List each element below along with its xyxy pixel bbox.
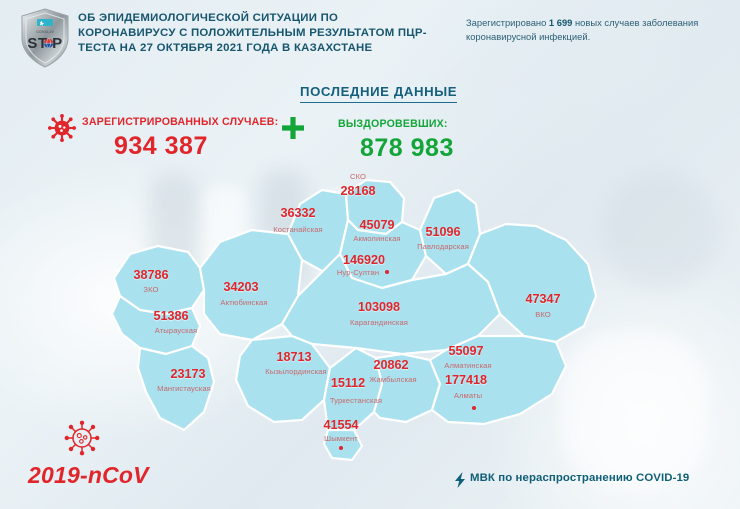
region-value: 20862 — [373, 358, 409, 372]
region-name: СКО — [349, 172, 367, 181]
page-title: ОБ ЭПИДЕМИОЛОГИЧЕСКОЙ СИТУАЦИИ ПО КОРОНА… — [78, 12, 427, 55]
background-blur-shape — [560, 330, 710, 490]
region-value: 146920 — [342, 253, 386, 267]
region-value: 15112 — [330, 376, 366, 390]
new-cases-prefix: Зарегистрировано — [466, 17, 547, 28]
region-name: Алматинская — [444, 361, 492, 370]
registered-cases-value: 934 387 — [114, 131, 208, 160]
region-name: Жамбылская — [369, 375, 417, 384]
city-marker-dot — [339, 446, 343, 450]
new-cases-value: 1 699 — [548, 17, 573, 28]
region-name: Мангистауская — [157, 384, 211, 393]
lightning-bolt-icon — [453, 472, 467, 488]
region-name: Атырауская — [154, 326, 198, 335]
region-value: 103098 — [357, 300, 401, 314]
region-value: 45079 — [359, 218, 395, 232]
mvk-footer-label: МВК по нераспространению COVID-19 — [470, 472, 690, 484]
new-cases-note: Зарегистрировано 1 699 новых случаев заб… — [466, 16, 734, 43]
region-value: 34203 — [223, 280, 259, 294]
background-blur-shape — [600, 170, 720, 290]
svg-text:COVID-19: COVID-19 — [36, 30, 54, 34]
region-name: Павлодарская — [417, 242, 469, 251]
region-name: ЗКО — [143, 285, 159, 294]
region-name: Алматы — [453, 391, 483, 400]
region-value: 51386 — [153, 309, 189, 323]
registered-cases-label: ЗАРЕГИСТРИРОВАННЫХ СЛУЧАЕВ: — [82, 116, 279, 128]
map-shape — [110, 178, 598, 462]
region-value: 36332 — [280, 206, 316, 220]
region-name: Шымкент — [324, 434, 358, 443]
registered-cases-block: ЗАРЕГИСТРИРОВАННЫХ СЛУЧАЕВ: 934 387 — [82, 116, 278, 161]
medical-plus-icon — [282, 117, 304, 139]
region-value: 47347 — [525, 292, 561, 306]
recovered-cases-label: ВЫЗДОРОВЕВШИХ: — [338, 118, 448, 130]
recovered-cases-value: 878 983 — [360, 133, 454, 162]
region-value: 41554 — [323, 418, 359, 432]
region-value: 55097 — [448, 344, 484, 358]
region-name: Костанайская — [273, 225, 323, 234]
region-name: Карагандинская — [349, 318, 409, 327]
region-name: Нур-Султан — [336, 268, 380, 277]
city-marker-dot — [385, 270, 389, 274]
coronavirus-icon — [48, 114, 76, 142]
region-value: 28168 — [340, 184, 376, 198]
latest-data-heading: ПОСЛЕДНИЕ ДАННЫЕ — [300, 84, 458, 103]
region-value: 18713 — [276, 350, 312, 364]
stop-covid-shield-icon: COVID-19 ST P — [18, 7, 72, 69]
new-cases-suffix: новых случаев заболевания коронавирусной… — [466, 17, 699, 42]
region-name: Актюбинская — [220, 298, 268, 307]
region-value: 38786 — [133, 268, 169, 282]
region-value: 177418 — [444, 373, 488, 387]
region-name: Кызылординская — [265, 367, 327, 376]
region-value: 23173 — [170, 367, 206, 381]
recovered-cases-block: ВЫЗДОРОВЕВШИХ: 878 983 — [308, 118, 454, 163]
ncov-label: 2019-nCoV — [28, 462, 149, 488]
region-name: Туркестанская — [329, 396, 383, 405]
city-marker-dot — [472, 406, 476, 410]
coronavirus-outline-icon — [64, 420, 100, 456]
region-name: ВКО — [535, 310, 551, 319]
region-value: 51096 — [425, 225, 461, 239]
kazakhstan-regions-map: 28168 СКО 36332 Костанайская 45079 Акмолинска… — [96, 168, 656, 468]
region-name: Акмолинская — [353, 234, 401, 243]
